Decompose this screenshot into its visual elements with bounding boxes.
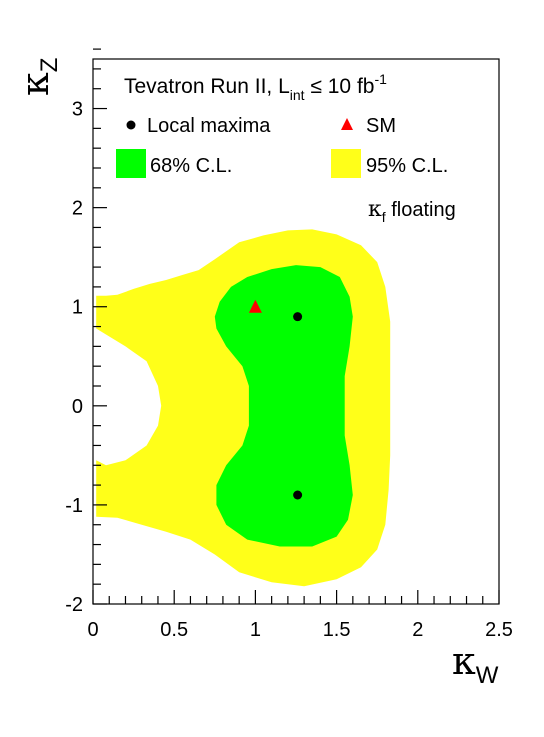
x-axis-label: κW: [452, 639, 499, 689]
contour-68-region: [214, 265, 353, 547]
local-maximum-point-1: [293, 312, 303, 322]
legend: Tevatron Run II, Lint ≤ 10 fb-1 Local ma…: [116, 71, 448, 178]
x-tick-label: 1: [250, 619, 261, 641]
y-tick-label: -1: [65, 495, 83, 517]
plot-frame: [92, 58, 500, 605]
local-maxima-legend-marker: [126, 120, 136, 130]
legend-cl95: 95% C.L.: [366, 155, 448, 177]
sm-point: [248, 299, 262, 313]
legend-local-maxima: Local maxima: [147, 115, 271, 137]
y-axis-label: κZ: [13, 58, 63, 96]
sm-legend-marker: [341, 118, 353, 130]
y-tick-label: -2: [65, 594, 83, 616]
x-tick-label: 2.5: [485, 619, 513, 641]
x-tick-label: 0.5: [160, 619, 188, 641]
y-tick-label: 0: [72, 396, 83, 418]
y-tick-label: 2: [72, 198, 83, 220]
x-tick-label: 1.5: [323, 619, 351, 641]
y-tick-label: 1: [72, 297, 83, 319]
x-tick-label: 0: [87, 619, 98, 641]
kappa-f-floating-label: κf floating: [368, 197, 456, 225]
legend-cl68: 68% C.L.: [150, 155, 232, 177]
x-tick-label: 2: [412, 619, 423, 641]
y-tick-label: 3: [72, 99, 83, 121]
legend-title: Tevatron Run II, Lint ≤ 10 fb-1: [124, 71, 387, 103]
local-maximum-point-2: [293, 490, 303, 500]
cl95-legend-swatch: [331, 149, 361, 178]
cl68-legend-swatch: [116, 149, 146, 178]
legend-sm: SM: [366, 115, 396, 137]
